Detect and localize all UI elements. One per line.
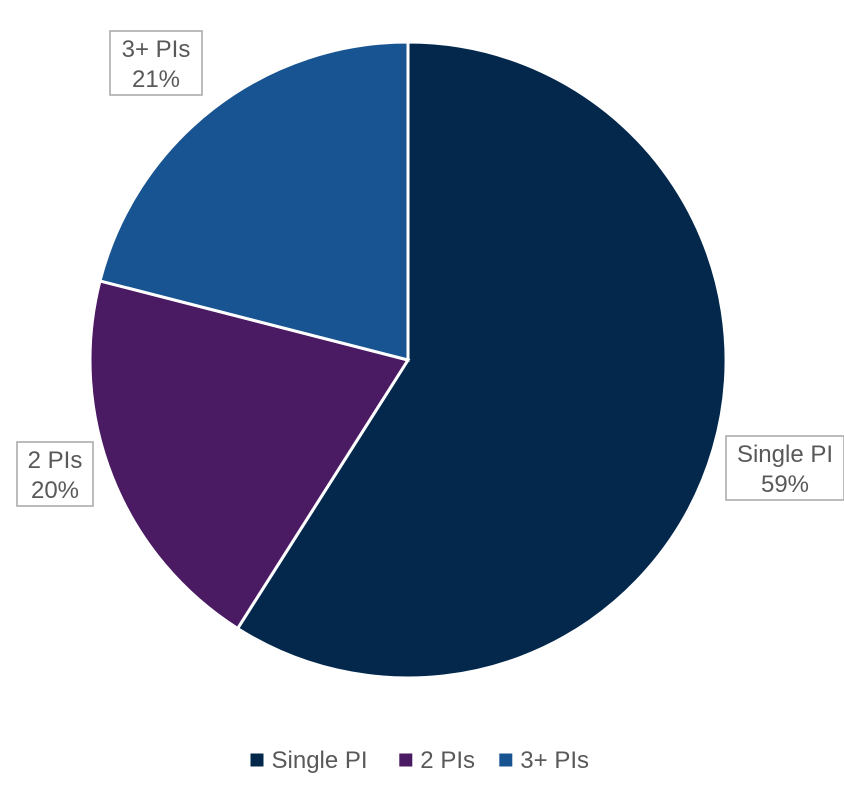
data-label-2-pis: 2 PIs 20% bbox=[16, 441, 94, 507]
data-label-box bbox=[109, 30, 203, 96]
data-label-box bbox=[725, 435, 844, 501]
legend-swatch bbox=[399, 753, 413, 767]
pie-slice-single-pi bbox=[235, 40, 728, 680]
legend-label: 3+ PIs bbox=[520, 747, 589, 774]
legend-label: Single PI bbox=[272, 747, 368, 774]
legend-item-3plus-pis: 3+ PIs bbox=[499, 747, 589, 774]
data-labels: Single PI 59% 2 PIs 20% 3+ PIs 21% bbox=[16, 30, 844, 507]
legend-item-single-pi: Single PI bbox=[250, 747, 368, 774]
data-label-3plus-pis: 3+ PIs 21% bbox=[109, 30, 203, 96]
legend: Single PI 2 PIs 3+ PIs bbox=[250, 747, 589, 774]
data-label-box bbox=[16, 441, 94, 507]
data-label-category: 2 PIs bbox=[28, 447, 83, 474]
pie-slice-3plus-pis bbox=[98, 40, 410, 362]
data-label-category: Single PI bbox=[737, 441, 833, 468]
data-label-value: 59% bbox=[761, 471, 809, 498]
data-label-category: 3+ PIs bbox=[122, 36, 191, 63]
data-label-value: 21% bbox=[132, 66, 180, 93]
legend-swatch bbox=[250, 753, 264, 767]
data-label-value: 20% bbox=[31, 477, 79, 504]
pie-slice-2-pis bbox=[88, 279, 411, 631]
pie-slices bbox=[88, 40, 728, 680]
legend-item-2-pis: 2 PIs bbox=[399, 747, 475, 774]
legend-label: 2 PIs bbox=[420, 747, 475, 774]
data-label-single-pi: Single PI 59% bbox=[725, 435, 844, 501]
legend-swatch bbox=[499, 753, 513, 767]
